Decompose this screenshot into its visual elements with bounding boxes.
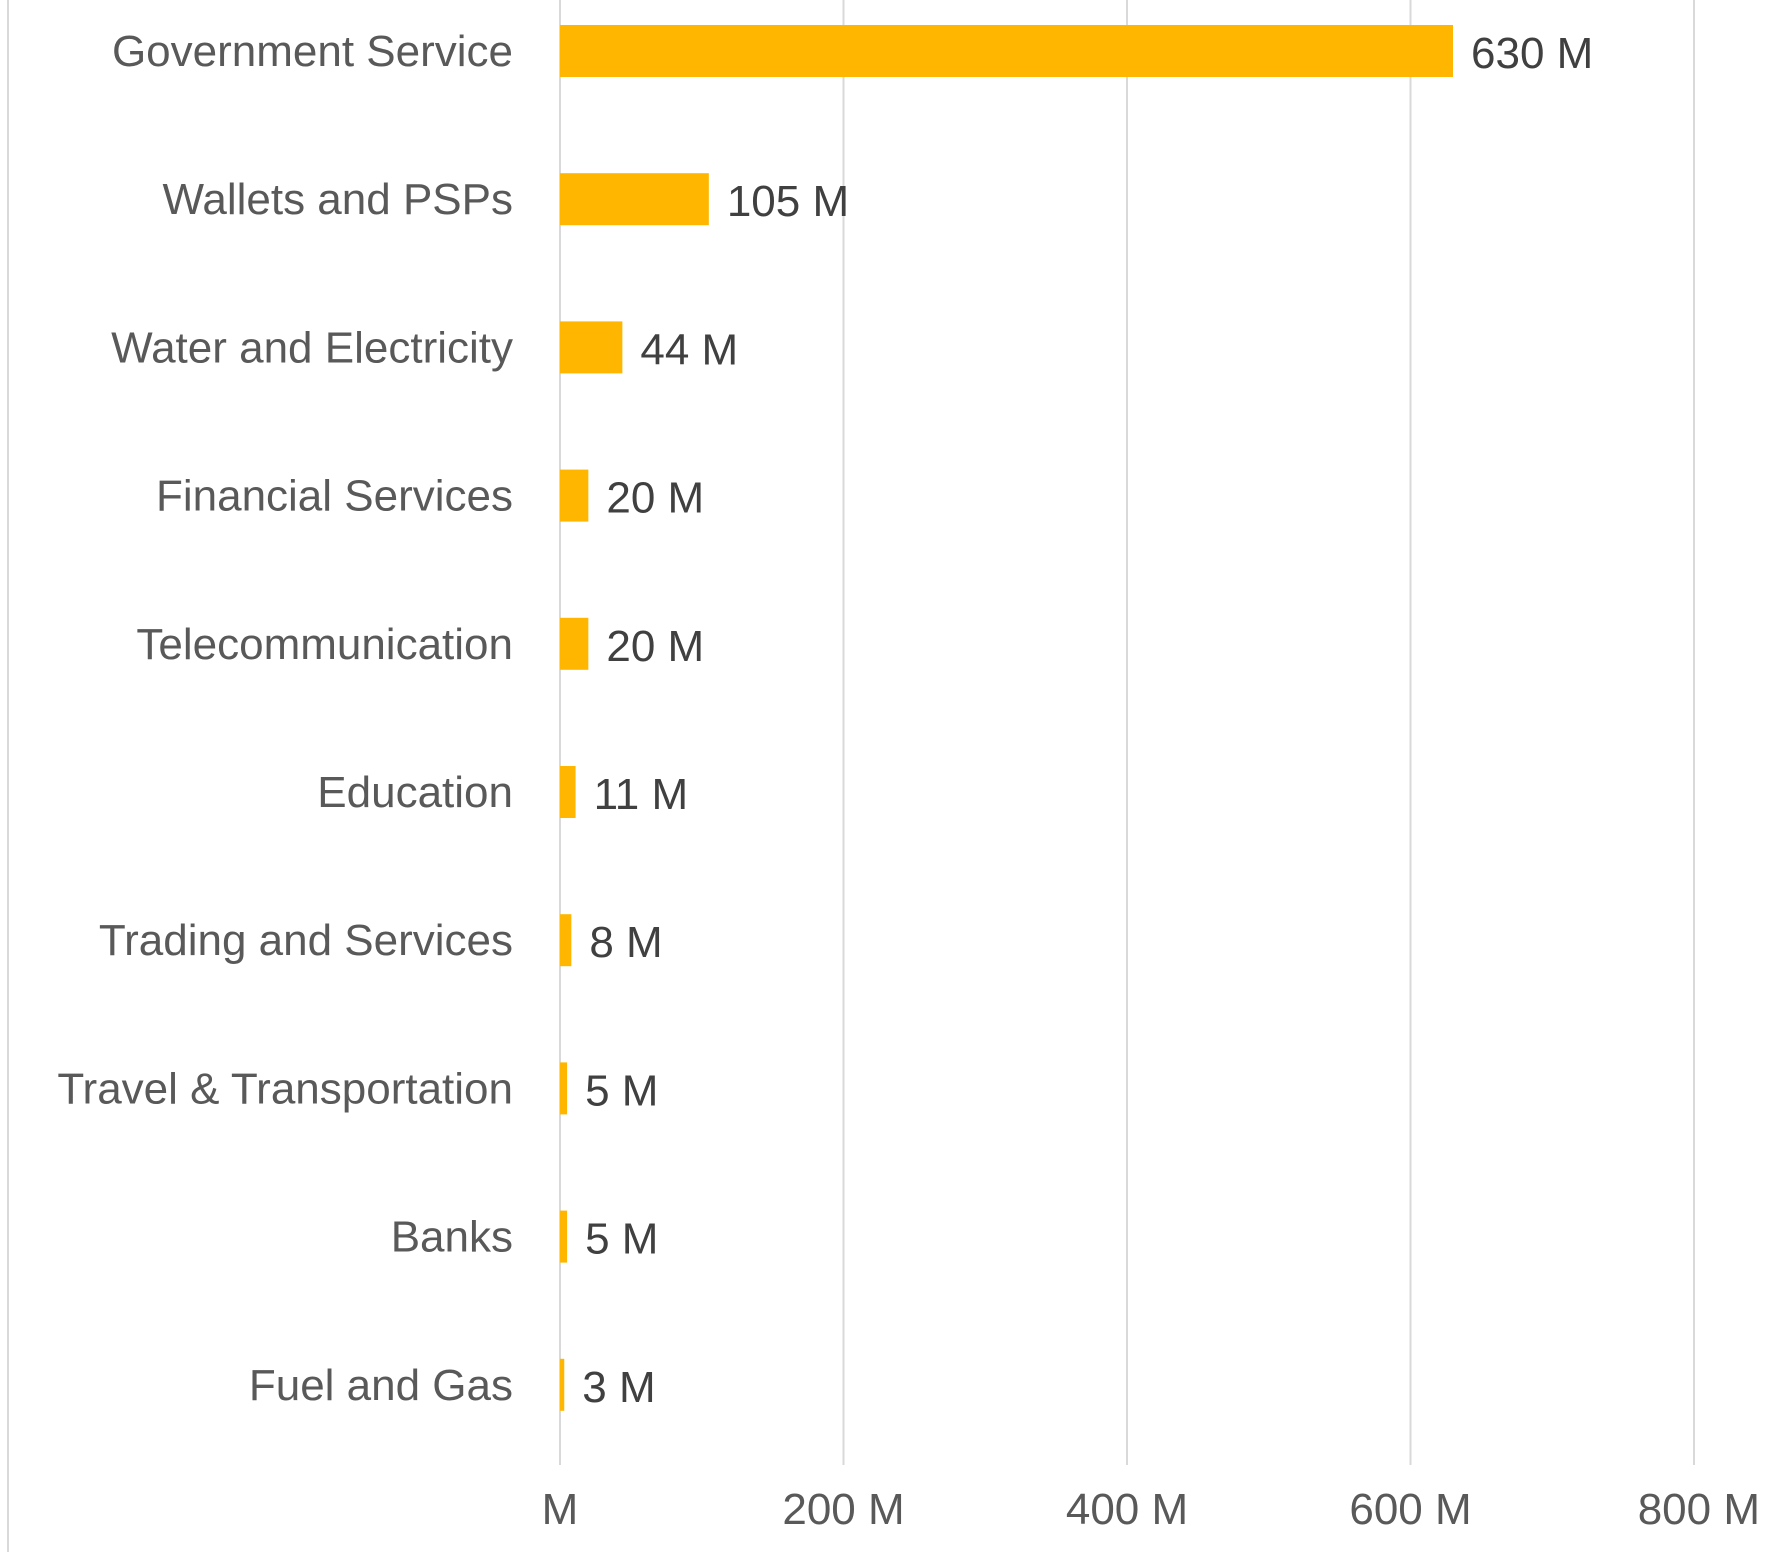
- category-label: Water and Electricity: [111, 323, 513, 372]
- bar-0: [560, 25, 1454, 77]
- data-label: 8 M: [589, 918, 662, 967]
- category-label: Wallets and PSPs: [162, 175, 513, 224]
- x-tick-label: 200 M: [782, 1485, 904, 1534]
- data-label: 5 M: [585, 1215, 658, 1264]
- x-tick-label: 800 M: [1638, 1485, 1760, 1534]
- bar-3: [560, 469, 589, 522]
- category-label: Government Service: [112, 27, 513, 76]
- data-label: 20 M: [606, 622, 704, 671]
- bar-2: [560, 321, 623, 374]
- data-label: 3 M: [582, 1363, 655, 1412]
- category-label: Travel & Transportation: [57, 1064, 513, 1113]
- category-label: Education: [317, 768, 513, 817]
- category-label: Fuel and Gas: [249, 1361, 513, 1410]
- x-tick-label: M: [542, 1485, 579, 1534]
- x-axis-tick-labels: M 200 M 400 M 600 M 800 M: [542, 1485, 1760, 1534]
- bar-8: [560, 1210, 568, 1263]
- category-label: Telecommunication: [136, 620, 513, 669]
- category-label: Banks: [391, 1213, 513, 1262]
- data-label: 105 M: [727, 177, 849, 226]
- x-tick-label: 400 M: [1066, 1485, 1188, 1534]
- category-labels: Government Service Wallets and PSPs Water …: [57, 27, 513, 1410]
- bar-4: [560, 617, 589, 670]
- data-labels: 630 M 105 M 44 M 20 M 20 M 11 M 8 M 5 M 5 M 3 M: [582, 29, 1593, 1412]
- bar-9: [560, 1358, 565, 1411]
- data-label: 20 M: [606, 474, 704, 523]
- bar-5: [560, 766, 576, 818]
- bars: [560, 25, 1454, 1411]
- bar-6: [560, 914, 572, 967]
- x-tick-label: 600 M: [1349, 1485, 1471, 1534]
- data-label: 630 M: [1471, 29, 1593, 78]
- data-label: 11 M: [594, 770, 689, 819]
- category-label: Trading and Services: [99, 916, 513, 965]
- bar-1: [560, 173, 709, 226]
- data-label: 44 M: [640, 325, 738, 374]
- bar-7: [560, 1062, 568, 1115]
- category-label: Financial Services: [156, 472, 513, 521]
- gridlines: [559, 0, 1695, 1465]
- data-label: 5 M: [585, 1066, 658, 1115]
